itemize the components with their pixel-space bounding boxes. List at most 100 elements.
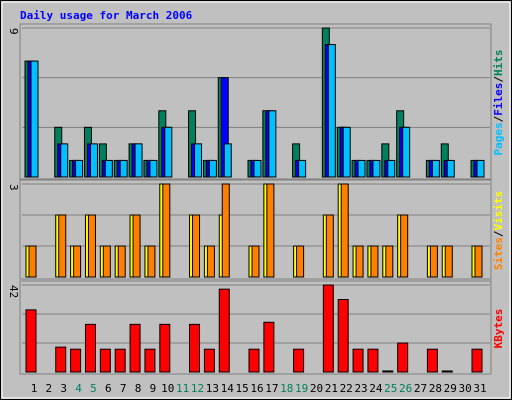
bar (129, 323, 141, 373)
legend-entry: Sites (492, 237, 505, 270)
x-tick-label: 4 (75, 382, 82, 395)
x-tick-label: 20 (310, 382, 323, 395)
bar (194, 143, 203, 178)
bar (28, 245, 37, 278)
bar (203, 348, 215, 373)
x-tick-label: 12 (191, 382, 204, 395)
x-tick-label: 23 (354, 382, 367, 395)
bar (87, 214, 96, 278)
x-tick-label: 8 (135, 382, 142, 395)
bar (117, 245, 126, 278)
bar (99, 348, 111, 373)
x-tick-label: 5 (90, 382, 97, 395)
bar (147, 245, 156, 278)
bar (192, 214, 201, 278)
bar (206, 245, 215, 278)
bar (132, 214, 141, 278)
bar (370, 245, 379, 278)
bar (84, 323, 96, 373)
bar (221, 183, 230, 278)
bar (58, 214, 67, 278)
bar (429, 245, 438, 278)
x-tick-label: 21 (325, 382, 338, 395)
x-tick-label: 6 (105, 382, 112, 395)
x-tick-label: 30 (459, 382, 472, 395)
bar (446, 159, 455, 178)
legend-entry: Pages (492, 122, 505, 155)
x-tick-label: 19 (295, 382, 308, 395)
x-tick-label: 28 (429, 382, 442, 395)
x-tick-label: 1 (31, 382, 38, 395)
x-tick-label: 10 (161, 382, 174, 395)
bar (296, 245, 305, 278)
bar (189, 323, 201, 373)
legend-entry: Files (492, 83, 505, 116)
legend: Sites/Visits (492, 191, 505, 271)
x-tick-label: 13 (206, 382, 219, 395)
bar (322, 284, 334, 373)
x-tick-label: 2 (46, 382, 53, 395)
bar (337, 299, 349, 373)
bar (149, 159, 158, 178)
legend-separator: / (492, 115, 505, 122)
x-tick-label: 26 (399, 382, 412, 395)
bar (474, 245, 483, 278)
bar (397, 342, 409, 373)
bar (402, 126, 411, 178)
bar (164, 126, 173, 178)
bar (268, 110, 277, 178)
bar (55, 346, 67, 373)
x-tick-label: 16 (250, 382, 263, 395)
bar (30, 60, 39, 178)
bar (327, 44, 336, 178)
bar (340, 183, 349, 278)
bar (104, 159, 113, 178)
bar (471, 348, 483, 373)
y-tick-label: 42 (7, 285, 20, 298)
bar (134, 143, 143, 178)
x-tick-label: 14 (221, 382, 235, 395)
x-tick-label: 31 (473, 382, 486, 395)
legend-entry: Hits (492, 50, 505, 77)
x-tick-label: 25 (384, 382, 397, 395)
bar (263, 321, 275, 373)
bar (60, 143, 69, 178)
bar (251, 245, 260, 278)
bar (293, 348, 305, 373)
panel (19, 23, 492, 180)
legend-separator: / (492, 76, 505, 83)
bar (387, 159, 396, 178)
bar (218, 288, 230, 373)
legend: KBytes (492, 309, 505, 349)
bar (426, 348, 438, 373)
x-tick-label: 24 (369, 382, 383, 395)
bar (352, 348, 364, 373)
chart-title: Daily usage for March 2006 (20, 9, 193, 22)
bar (266, 183, 275, 278)
bar (144, 348, 156, 373)
legend-entry: Visits (492, 191, 505, 231)
bar (355, 245, 364, 278)
y-tick-label: 3 (7, 184, 20, 191)
bar (25, 309, 37, 373)
bar (298, 159, 307, 178)
bar (114, 348, 126, 373)
bar (431, 159, 440, 178)
bar (476, 159, 485, 178)
bar (400, 214, 409, 278)
bar (75, 159, 84, 178)
bar (89, 143, 98, 178)
x-tick-label: 3 (60, 382, 67, 395)
x-tick-label: 7 (120, 382, 127, 395)
x-tick-label: 11 (176, 382, 189, 395)
bar (342, 126, 351, 178)
bar (325, 214, 334, 278)
x-tick-label: 17 (265, 382, 278, 395)
bar (159, 323, 171, 373)
legend-entry: KBytes (492, 309, 505, 349)
x-tick-label: 15 (236, 382, 249, 395)
bar (253, 159, 262, 178)
bar (208, 159, 217, 178)
